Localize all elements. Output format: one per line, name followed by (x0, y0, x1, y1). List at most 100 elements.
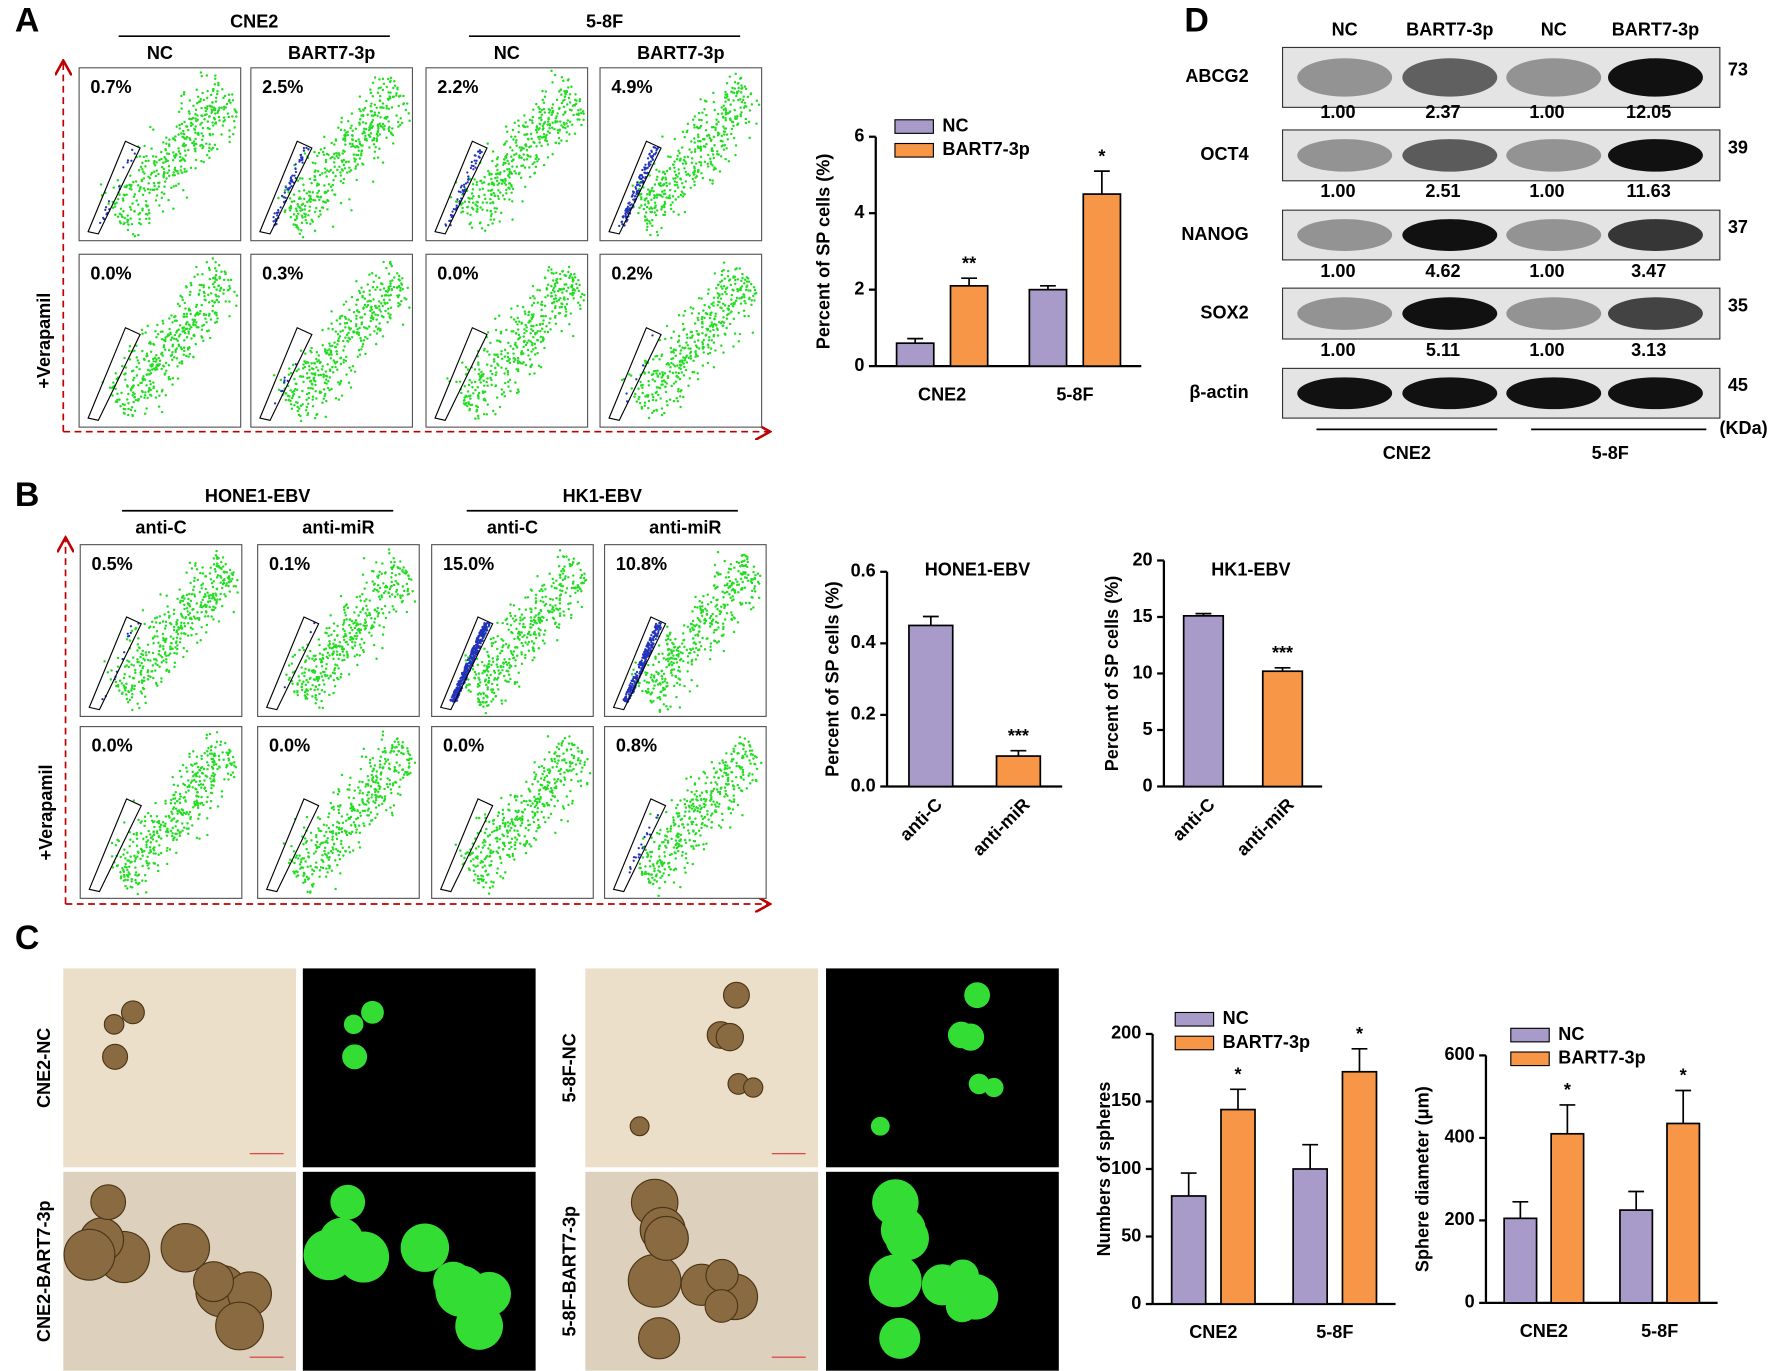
flow-dot (556, 638, 559, 642)
flow-dot (482, 705, 485, 708)
flow-dot (337, 644, 341, 648)
flow-dot (338, 335, 342, 338)
flow-dot (208, 301, 211, 304)
flow-dot (180, 102, 183, 105)
flow-dot (673, 183, 677, 187)
flow-dot (289, 402, 293, 406)
flow-dot (314, 162, 317, 165)
flow-dot (549, 603, 552, 607)
flow-dot (513, 153, 516, 157)
flow-dot (359, 316, 362, 319)
flow-dot (407, 592, 411, 596)
gate-dot (282, 201, 286, 204)
flow-dot (179, 612, 183, 616)
flow-dot (570, 586, 574, 590)
flow-dot (363, 137, 367, 140)
flow-dot (122, 199, 125, 202)
flow-dot (375, 306, 379, 309)
flow-dot (558, 128, 561, 131)
flow-dot (366, 608, 369, 611)
flow-dot (567, 265, 571, 269)
flow-dot (141, 609, 145, 612)
column-label: anti-miR (649, 518, 721, 538)
flow-dot (510, 307, 513, 310)
flow-dot (364, 127, 368, 131)
flow-dot (711, 325, 715, 328)
flow-dot (638, 401, 642, 405)
flow-dot (542, 132, 546, 136)
flow-dot (530, 137, 534, 140)
flow-dot (177, 110, 181, 114)
flow-dot (196, 114, 199, 117)
flow-dot (514, 341, 517, 345)
flow-dot (557, 626, 561, 630)
flow-dot (551, 81, 554, 84)
flow-dot (543, 121, 547, 124)
flow-dot (464, 401, 468, 405)
flow-dot (152, 181, 156, 185)
panel-label: D (1184, 2, 1208, 40)
flow-dot (157, 185, 161, 188)
flow-dot (736, 115, 739, 118)
flow-dot (208, 605, 211, 609)
flow-dot (313, 380, 317, 383)
flow-dot (517, 172, 521, 176)
flow-dot (187, 597, 190, 601)
flow-dot (536, 301, 540, 305)
flow-dot (530, 324, 533, 328)
flow-dot (572, 278, 575, 282)
flow-dot (177, 133, 180, 136)
flow-dot (206, 120, 210, 123)
flow-dot (358, 107, 361, 111)
flow-dot (344, 300, 348, 303)
flow-dot (131, 386, 134, 389)
flow-dot (332, 657, 335, 661)
flow-dot (227, 577, 231, 580)
flow-dot (715, 327, 719, 330)
flow-dot (504, 183, 508, 186)
flow-dot (535, 155, 539, 159)
gate (87, 140, 141, 235)
flow-dot (350, 619, 354, 623)
flow-dot (393, 84, 397, 88)
flow-dot (742, 95, 746, 98)
flow-dot (692, 171, 695, 175)
flow-dot (211, 146, 215, 150)
flow-dot (557, 623, 561, 626)
flow-dot (136, 359, 140, 362)
flow-dot (683, 359, 687, 362)
flow-dot (567, 270, 570, 274)
flow-dot (492, 191, 496, 195)
flow-dot (175, 319, 178, 322)
flow-dot (509, 614, 513, 618)
flow-dot (751, 294, 755, 298)
flow-dot (341, 329, 345, 332)
flow-dot (566, 297, 570, 301)
flow-dot (722, 133, 726, 136)
flow-dot (343, 137, 347, 140)
flow-dot (706, 361, 710, 365)
flow-dot (354, 158, 357, 161)
flow-dot (503, 658, 506, 661)
flow-dot (190, 337, 193, 340)
flow-dot (297, 212, 300, 216)
flow-dot (370, 102, 373, 105)
flow-dot (228, 129, 231, 132)
flow-dot (365, 624, 368, 627)
flow-dot (166, 605, 169, 608)
flow-dot (683, 309, 687, 313)
flow-dot (373, 111, 377, 114)
flow-dot (668, 182, 671, 185)
flow-dot (740, 100, 744, 104)
flow-dot (524, 653, 527, 657)
flow-dot (524, 596, 527, 599)
flow-dot (677, 195, 680, 199)
flow-dot (310, 382, 314, 385)
flow-dot (373, 76, 377, 79)
flow-dot (562, 287, 566, 291)
flow-dot (730, 293, 734, 297)
flow-dot (506, 646, 510, 649)
flow-dot (361, 345, 364, 348)
flow-dot (534, 157, 537, 161)
flow-dot (707, 305, 711, 309)
